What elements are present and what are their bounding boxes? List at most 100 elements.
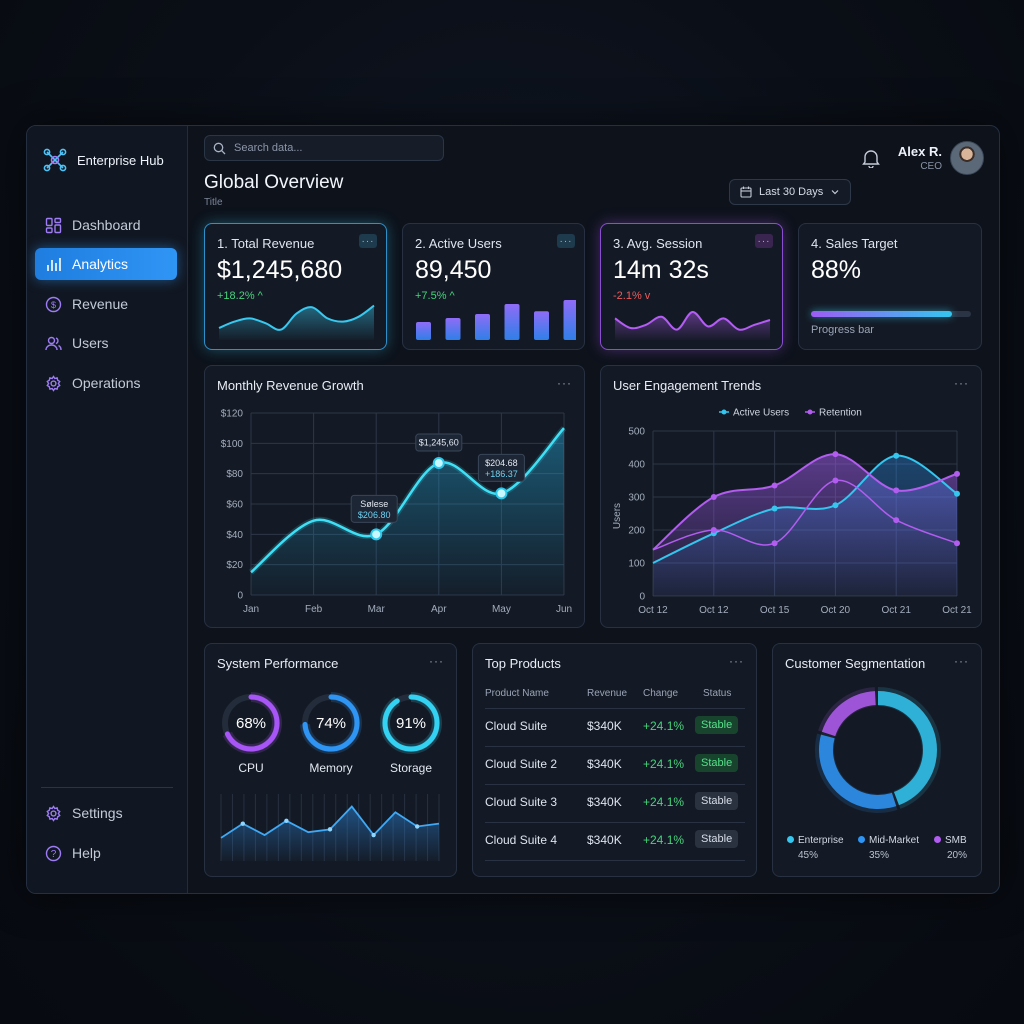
brand-name: Enterprise Hub (77, 152, 164, 168)
data-point (327, 827, 333, 832)
kpi-card-sales-target[interactable]: 4. Sales Target 88% Progress bar (798, 223, 982, 350)
row-divider (485, 784, 745, 785)
y-tick-label: $100 (221, 439, 244, 450)
series-line (652, 454, 958, 564)
more-options-button[interactable]: ··· (429, 654, 444, 668)
data-point (284, 818, 289, 823)
column-header: Status (703, 688, 732, 699)
status-badge: Stable (695, 792, 739, 810)
series-line (652, 453, 958, 551)
user-name: Alex R. (897, 144, 942, 159)
data-point (771, 540, 778, 547)
x-tick-label: Oct 15 (760, 605, 790, 616)
progress-label: Progress bar (811, 324, 874, 336)
brand[interactable]: Enterprise Hub (41, 146, 164, 174)
product-name: Cloud Suite 2 (485, 757, 558, 771)
y-tick-label: 400 (628, 460, 645, 471)
kpi-card-total-revenue[interactable]: 1. Total Revenue $1,245,680 +18.2% ^ ··· (204, 223, 387, 350)
engagement-line-chart: 500 400 300 200 100 0 Oct 12 Oct 12 Oct 15 Oct 20… (612, 408, 972, 617)
more-options-button[interactable]: ··· (954, 376, 969, 390)
y-tick-label: $80 (226, 469, 243, 480)
bar-chart-icon (47, 257, 61, 271)
engagement-trends-panel: User Engagement Trends ··· 500 400 300 200 1… (600, 365, 982, 628)
more-options-button[interactable]: ··· (557, 376, 572, 390)
sidebar-item-revenue[interactable]: $ Revenue (35, 288, 177, 320)
ring-progress (222, 694, 280, 752)
sidebar-item-dashboard[interactable]: Dashboard (35, 209, 177, 241)
date-range-label: Last 30 Days (759, 186, 824, 198)
product-revenue: $340K (587, 719, 622, 733)
data-point (240, 821, 245, 826)
x-tick-label: Jun (556, 604, 572, 615)
more-options-button[interactable]: ··· (755, 234, 773, 248)
network-logo-icon (43, 148, 67, 172)
y-tick-label: 500 (628, 427, 645, 438)
data-point (771, 482, 778, 489)
tooltip-text: +186.37 (485, 469, 518, 479)
kpi-value: $1,245,680 (217, 256, 343, 284)
sidebar-divider (41, 787, 173, 788)
row-divider (485, 860, 745, 861)
bar (475, 314, 490, 340)
y-tick-label: $120 (221, 409, 244, 420)
kpi-value: 89,450 (415, 256, 492, 284)
users-bar-chart (416, 300, 576, 340)
product-name: Cloud Suite (485, 719, 548, 733)
sidebar-item-analytics[interactable]: Analytics (35, 248, 177, 280)
kpi-card-avg-session[interactable]: 3. Avg. Session 14m 32s -2.1% v ··· (600, 223, 783, 350)
panel-title: System Performance (217, 656, 339, 671)
product-change: +24.1% (643, 757, 685, 771)
data-point (370, 528, 383, 541)
ring-value: 91% (396, 715, 426, 732)
performance-graphics: 68% 74% 91% (220, 692, 442, 861)
tooltip-box (415, 433, 463, 452)
sidebar-item-settings[interactable]: Settings (35, 797, 177, 829)
calendar-icon (740, 186, 752, 198)
more-options-button[interactable]: ··· (954, 654, 969, 668)
product-change: +24.1% (643, 833, 685, 847)
svg-text:?: ? (51, 849, 57, 860)
more-options-button[interactable]: ··· (729, 654, 744, 668)
sidebar-item-help[interactable]: ? Help (35, 837, 177, 869)
product-name: Cloud Suite 3 (485, 795, 558, 809)
y-tick-label: 100 (628, 559, 645, 570)
sparkline-line (614, 311, 771, 331)
search-input[interactable] (232, 141, 436, 155)
sidebar-item-users[interactable]: Users (35, 327, 177, 359)
data-point (832, 477, 839, 484)
panel-title: Monthly Revenue Growth (217, 378, 364, 393)
notifications-button[interactable] (862, 148, 880, 173)
user-role: CEO (920, 161, 942, 172)
product-change: +24.1% (643, 795, 685, 809)
sidebar-item-operations[interactable]: Operations (35, 367, 177, 399)
column-header: Product Name (485, 688, 549, 699)
product-revenue: $340K (587, 757, 622, 771)
chevron-down-icon (831, 190, 839, 195)
status-badge: Stable (695, 754, 739, 772)
sidebar-item-label: Settings (72, 805, 123, 821)
x-tick-label: Jan (243, 604, 259, 615)
session-sparkline (614, 311, 771, 340)
tooltip-text: $1,245,60 (419, 438, 459, 448)
kpi-card-active-users[interactable]: 2. Active Users 89,450 +7.5% ^ ··· (402, 223, 585, 350)
date-range-dropdown[interactable]: Last 30 Days (729, 179, 851, 205)
data-point (893, 487, 900, 494)
revenue-line (250, 427, 565, 574)
more-options-button[interactable]: ··· (557, 234, 575, 248)
y-tick-label: 0 (639, 592, 645, 603)
avatar[interactable] (950, 141, 984, 175)
column-header: Change (643, 688, 679, 699)
x-tick-label: Oct 21 (881, 605, 911, 616)
tooltip-text: $206.80 (358, 510, 391, 520)
donut-slice (819, 691, 937, 809)
more-options-button[interactable]: ··· (359, 234, 377, 248)
ring-label-storage: Storage (389, 761, 433, 775)
donut-slice (819, 691, 937, 809)
help-icon: ? (45, 845, 62, 861)
legend-label: Active Users (733, 408, 789, 419)
kpi-label: 2. Active Users (415, 236, 502, 251)
legend-swatch (934, 836, 941, 843)
revenue-growth-panel: Monthly Revenue Growth ··· $120 $100 $80 $6… (204, 365, 585, 628)
kpi-value: 14m 32s (613, 256, 709, 284)
data-point (832, 502, 839, 509)
